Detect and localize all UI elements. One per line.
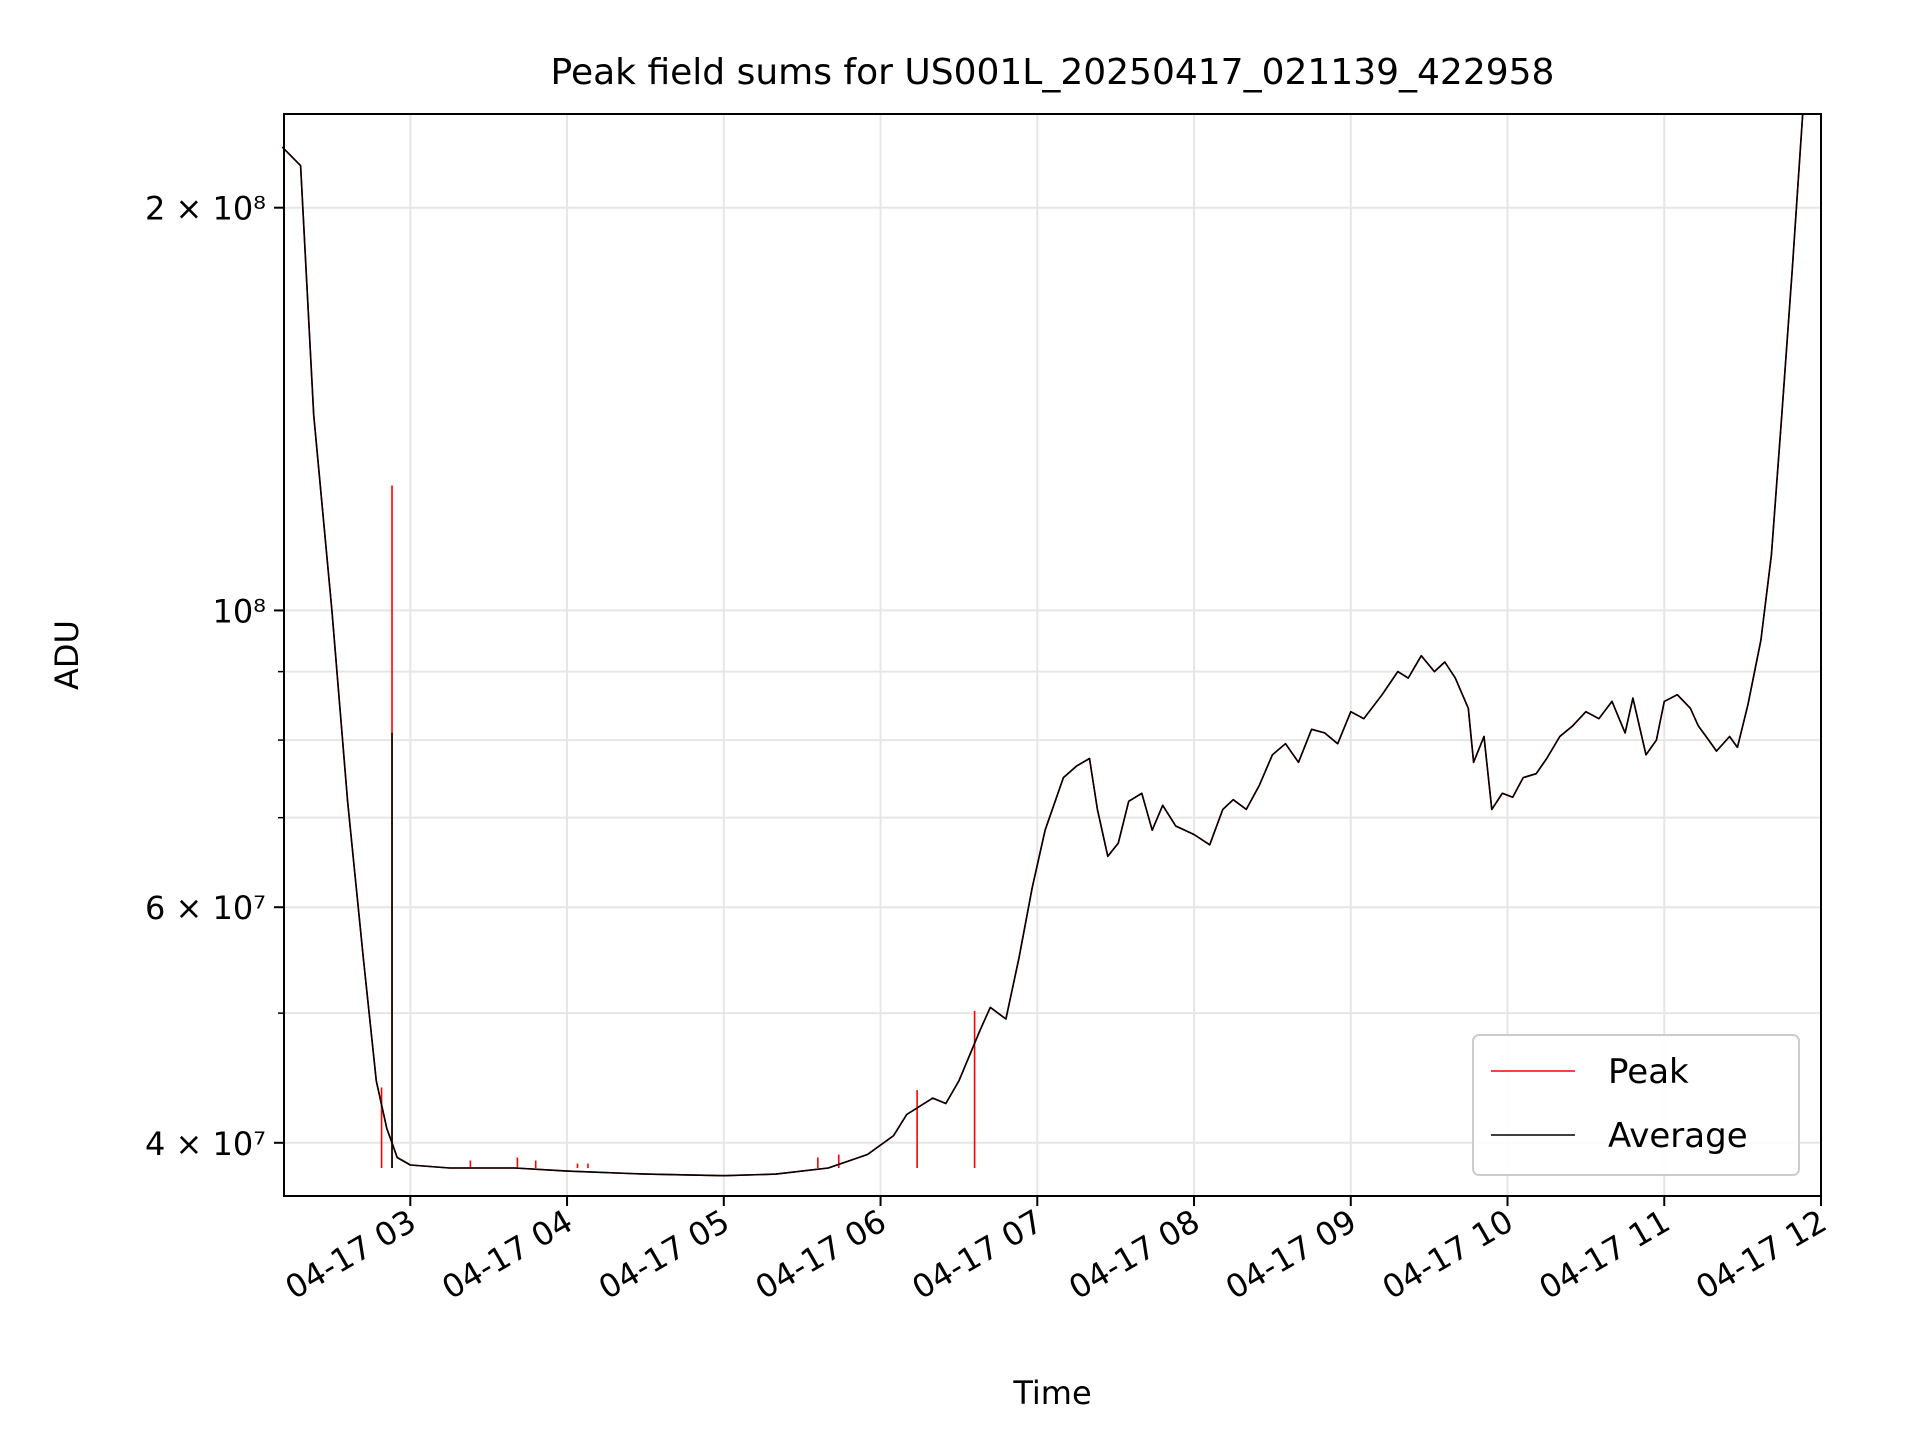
x-axis-title: Time [1012,1374,1091,1412]
plot-frame [283,113,1822,1197]
y-tick-label: 6 × 10⁷ [145,889,266,927]
chart-title: Peak field sums for US001L_20250417_0211… [551,52,1555,93]
y-tick-label: 2 × 10⁸ [145,190,266,228]
y-axis-title: ADU [48,620,86,690]
y-tick-label: 10⁸ [212,592,266,630]
legend: Peak Average [1472,1034,1800,1176]
legend-label-average: Average [1608,1116,1748,1156]
series-layer [281,113,1804,1177]
y-tick-label: 4 × 10⁷ [145,1125,266,1163]
legend-label-peak: Peak [1608,1052,1689,1092]
grid [284,114,1822,1196]
series-line-average [281,113,1804,1177]
legend-box [1472,1034,1800,1176]
